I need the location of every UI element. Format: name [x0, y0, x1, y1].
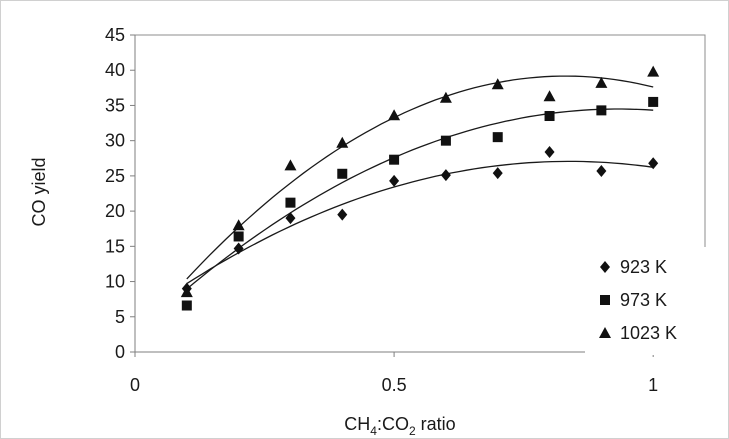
- x-title-subscript: 4: [370, 424, 377, 438]
- data-point-triangle: [595, 76, 608, 88]
- data-point-square: [440, 135, 451, 146]
- data-point-diamond: [337, 208, 348, 221]
- y-tick-label: 15: [105, 236, 125, 256]
- x-title-part: :CO: [377, 414, 409, 434]
- data-point-triangle: [232, 219, 245, 231]
- y-tick-label: 30: [105, 131, 125, 151]
- legend-marker-triangle: [599, 327, 611, 338]
- data-point-square: [648, 96, 659, 107]
- data-point-square: [596, 105, 607, 116]
- data-point-triangle: [543, 90, 556, 102]
- data-point-triangle: [647, 65, 660, 77]
- data-point-square: [337, 168, 348, 179]
- trendline-triangle: [186, 75, 654, 280]
- data-point-square: [181, 300, 192, 311]
- x-title-part: ratio: [416, 414, 456, 434]
- legend-label: 923 K: [620, 257, 667, 277]
- data-point-diamond: [544, 145, 555, 158]
- y-tick-label: 10: [105, 272, 125, 292]
- data-point-diamond: [389, 174, 400, 187]
- x-tick-label: 0: [130, 375, 140, 395]
- data-point-diamond: [285, 212, 296, 225]
- data-point-square: [492, 132, 503, 143]
- x-title-subscript: 2: [409, 424, 416, 438]
- data-point-square: [389, 154, 400, 165]
- data-point-square: [285, 197, 296, 208]
- x-tick-label: 0.5: [382, 375, 407, 395]
- trendline-square: [186, 108, 654, 290]
- y-tick-label: 40: [105, 60, 125, 80]
- x-tick-label: 1: [648, 375, 658, 395]
- data-point-diamond: [233, 242, 244, 255]
- data-point-diamond: [648, 157, 659, 170]
- data-point-diamond: [596, 164, 607, 177]
- legend-marker-diamond: [600, 261, 610, 273]
- y-axis-title: CO yield: [29, 157, 49, 226]
- data-point-square: [233, 231, 244, 242]
- y-tick-label: 45: [105, 25, 125, 45]
- legend-label: 973 K: [620, 290, 667, 310]
- legend-marker-square: [600, 295, 610, 305]
- data-point-diamond: [440, 169, 451, 182]
- y-tick-label: 20: [105, 201, 125, 221]
- x-axis-title: CH4:CO2 ratio: [344, 414, 455, 438]
- trendline-diamond: [186, 160, 654, 285]
- data-marks: [180, 65, 660, 311]
- legend: 923 K 973 K 1023 K: [585, 247, 708, 355]
- y-tick-label: 35: [105, 95, 125, 115]
- y-tick-label: 25: [105, 166, 125, 186]
- data-point-triangle: [180, 286, 193, 298]
- legend-label: 1023 K: [620, 323, 677, 343]
- data-point-triangle: [491, 78, 504, 90]
- data-point-diamond: [492, 167, 503, 180]
- data-point-triangle: [439, 91, 452, 103]
- x-title-part: CH: [344, 414, 370, 434]
- data-point-triangle: [388, 109, 401, 121]
- y-tick-label: 5: [115, 307, 125, 327]
- trendlines: [186, 75, 654, 290]
- data-point-triangle: [284, 159, 297, 171]
- data-point-triangle: [336, 136, 349, 148]
- y-tick-label: 0: [115, 342, 125, 362]
- data-point-square: [544, 111, 555, 122]
- axes: 0 5 10 15 20 25 30 35 40 45 0 0.5 1: [105, 25, 706, 395]
